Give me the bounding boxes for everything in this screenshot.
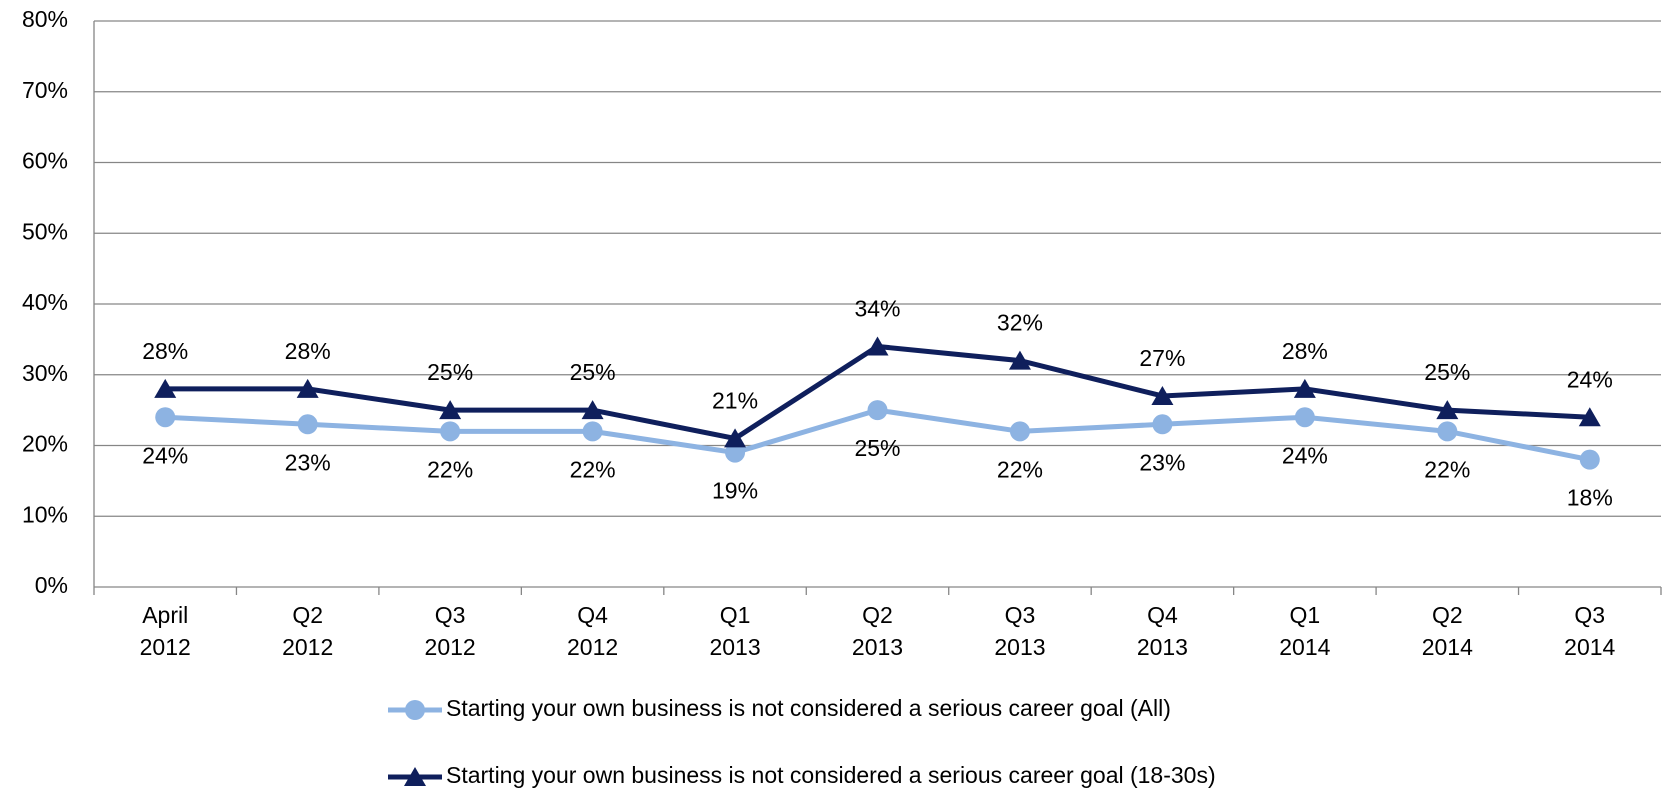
data-label: 25% [427, 359, 473, 385]
y-tick-label: 80% [22, 6, 68, 32]
y-tick-label: 70% [22, 77, 68, 103]
point [1151, 385, 1174, 405]
data-label: 23% [285, 449, 331, 475]
point [155, 407, 176, 428]
data-label: 25% [854, 435, 900, 461]
data-label: 28% [142, 338, 188, 364]
y-tick-label: 50% [22, 218, 68, 244]
point [439, 400, 462, 420]
x-tick-label: Q4 2012 [567, 602, 618, 660]
point [1436, 400, 1459, 420]
point [1578, 407, 1601, 427]
x-tick-label: Q1 2014 [1279, 602, 1330, 660]
point [1437, 421, 1458, 442]
data-label: 22% [427, 456, 473, 482]
y-tick-label: 0% [35, 572, 68, 598]
x-tick-label: Q3 2012 [425, 602, 476, 660]
point [581, 400, 604, 420]
point [724, 428, 747, 448]
y-tick-label: 40% [22, 289, 68, 315]
x-tick-label: Q3 2013 [994, 602, 1045, 660]
point [297, 414, 318, 435]
point [1152, 414, 1173, 435]
data-label: 25% [570, 359, 616, 385]
data-label: 22% [570, 456, 616, 482]
data-label: 18% [1567, 485, 1613, 511]
point [405, 700, 425, 720]
data-label: 23% [1139, 449, 1185, 475]
point [1009, 421, 1030, 442]
data-label: 22% [1424, 456, 1470, 482]
data-label: 28% [1282, 338, 1328, 364]
data-label: 32% [997, 310, 1043, 336]
x-tick-label: Q1 2013 [709, 602, 760, 660]
x-tick-label: Q2 2013 [852, 602, 903, 660]
point [1294, 407, 1315, 428]
y-tick-label: 30% [22, 360, 68, 386]
data-label: 24% [142, 442, 188, 468]
data-label: 24% [1282, 442, 1328, 468]
point [1293, 378, 1316, 398]
point [866, 336, 889, 356]
point [1008, 350, 1031, 370]
point [582, 421, 603, 442]
legend-label: Starting your own business is not consid… [446, 695, 1171, 721]
data-label: 21% [712, 388, 758, 414]
x-tick-label: Q2 2014 [1422, 602, 1473, 660]
data-label: 24% [1567, 366, 1613, 392]
point [867, 400, 888, 421]
point [440, 421, 461, 442]
data-label: 28% [285, 338, 331, 364]
y-tick-label: 10% [22, 501, 68, 527]
legend-label: Starting your own business is not consid… [446, 762, 1216, 788]
x-tick-label: April 2012 [140, 602, 191, 660]
point [296, 378, 319, 398]
y-tick-label: 60% [22, 148, 68, 174]
x-tick-label: Q3 2014 [1564, 602, 1615, 660]
point [725, 442, 746, 463]
point [404, 767, 426, 786]
data-label: 27% [1139, 345, 1185, 371]
x-tick-label: Q4 2013 [1137, 602, 1188, 660]
data-label: 19% [712, 478, 758, 504]
point [154, 378, 177, 398]
x-tick-label: Q2 2012 [282, 602, 333, 660]
y-tick-label: 20% [22, 431, 68, 457]
data-label: 22% [997, 456, 1043, 482]
data-label: 25% [1424, 359, 1470, 385]
point [1579, 449, 1600, 470]
data-label: 34% [854, 296, 900, 322]
